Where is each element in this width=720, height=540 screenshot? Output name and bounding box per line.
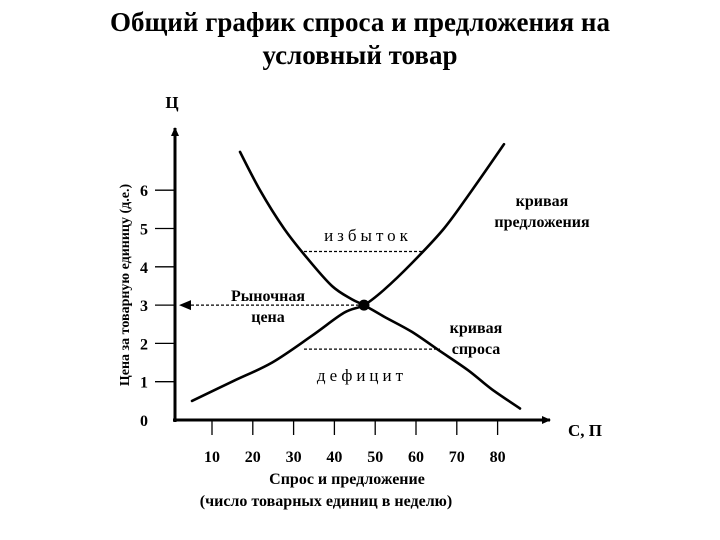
y-tick-label: 2 <box>140 336 148 353</box>
market-price-label-line2: цена <box>251 309 285 326</box>
y-tick-label: 5 <box>140 222 148 239</box>
y-axis-letter: Ц <box>165 93 178 112</box>
x-axis-letter: С, П <box>568 421 602 440</box>
x-axis-label-line2: (число товарных единиц в неделю) <box>200 493 452 510</box>
x-tick-label: 30 <box>286 449 302 466</box>
y-axis-label: Цена за товарную единицу (д.е.) <box>118 184 133 387</box>
x-tick-label: 40 <box>326 449 342 466</box>
x-tick-label: 80 <box>490 449 506 466</box>
market-price-arrowhead <box>179 300 191 311</box>
x-tick-label: 60 <box>408 449 424 466</box>
supply-label-line1: кривая <box>516 193 569 210</box>
equilibrium-point <box>358 299 370 311</box>
x-tick-label: 10 <box>204 449 220 466</box>
y-tick-label: 4 <box>140 260 148 277</box>
x-tick-label: 50 <box>367 449 383 466</box>
demand-label-line2: спроса <box>452 341 501 358</box>
surplus-label: избыток <box>324 226 412 245</box>
supply-label-line2: предложения <box>494 214 590 231</box>
market-price-label-line1: Рыночная <box>231 288 305 305</box>
demand-label-line1: кривая <box>450 320 503 337</box>
y-tick-label: 3 <box>140 298 148 315</box>
x-tick-label: 70 <box>449 449 465 466</box>
x-axis-label-line1: Спрос и предложение <box>269 471 425 488</box>
chart-title-line2: условный товар <box>262 40 458 70</box>
y-tick-label: 6 <box>140 183 148 200</box>
chart-title: Общий график спроса и предложения на усл… <box>0 6 720 72</box>
y-tick-label: 1 <box>140 375 148 392</box>
chart-title-line1: Общий график спроса и предложения на <box>110 7 610 37</box>
x-tick-label: 20 <box>245 449 261 466</box>
y-tick-label: 0 <box>140 413 148 430</box>
deficit-label: дефицит <box>317 366 407 385</box>
